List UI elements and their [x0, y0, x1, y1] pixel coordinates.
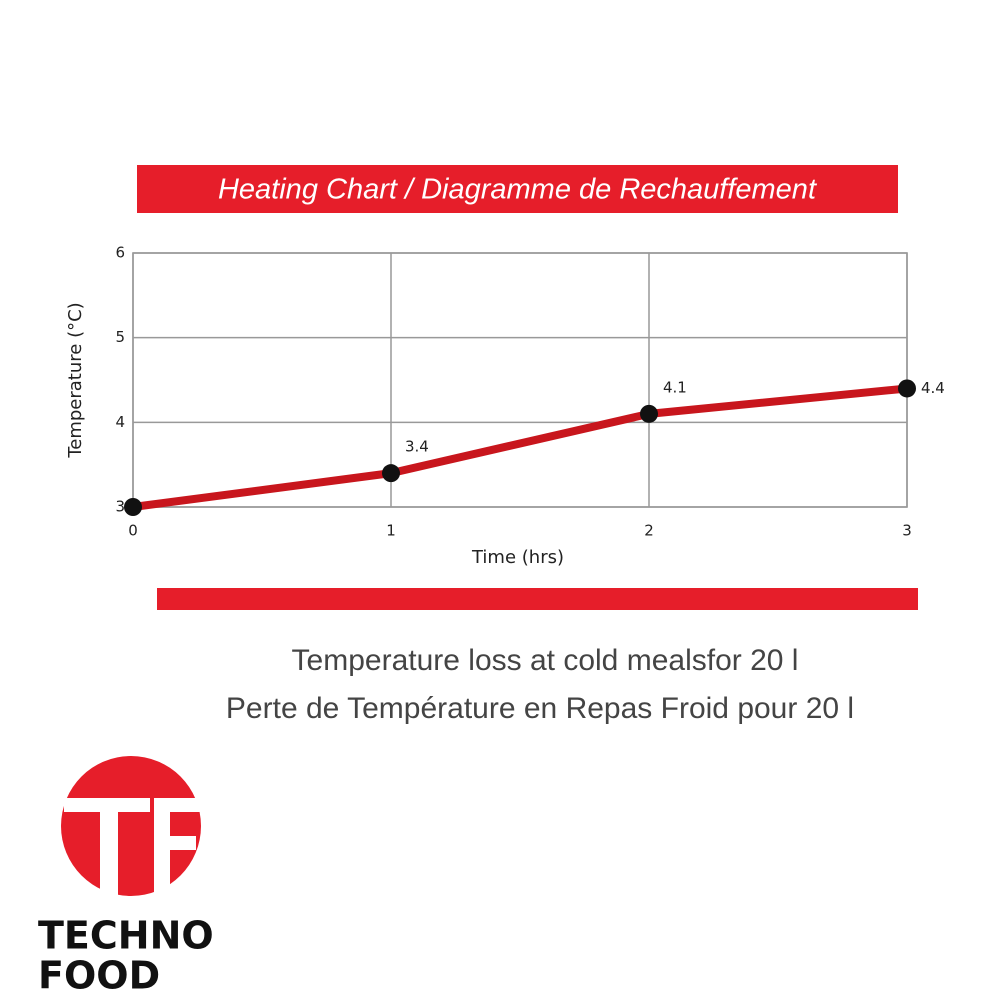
data-point — [382, 464, 400, 483]
chart-title: Heating Chart / Diagramme de Rechauffeme… — [218, 174, 818, 206]
logo-text: TECHNO — [38, 914, 214, 958]
data-point — [898, 379, 916, 398]
x-tick-label: 3 — [902, 522, 912, 540]
caption-line: Perte de Température en Repas Froid pour… — [226, 692, 854, 725]
data-line — [132, 384, 908, 511]
x-axis-label: Time (hrs) — [471, 547, 564, 568]
logo-text: FOOD — [38, 954, 160, 998]
y-tick-label: 6 — [115, 244, 125, 262]
y-tick-label: 5 — [115, 328, 125, 346]
plot-frame — [132, 252, 908, 508]
logo-f — [154, 798, 200, 896]
data-label: 4.1 — [663, 378, 687, 396]
caption-line: Temperature loss at cold mealsfor 20 l — [292, 644, 799, 677]
logo: TECHNO FOOD — [38, 756, 214, 998]
data-label: 3.4 — [405, 438, 429, 456]
y-tick-label: 4 — [115, 413, 125, 431]
x-tick-label: 0 — [128, 522, 138, 540]
divider-bar — [157, 588, 918, 610]
title-bar — [137, 165, 898, 213]
x-tick-label: 2 — [644, 522, 654, 540]
data-label: 4.4 — [921, 379, 945, 397]
y-tick-label: 3 — [115, 498, 125, 516]
logo-t — [64, 798, 150, 896]
data-point — [640, 404, 658, 423]
y-axis-label: Temperature (°C) — [65, 302, 86, 458]
data-point — [124, 498, 142, 516]
x-tick-label: 1 — [386, 522, 396, 540]
logo-circle — [61, 756, 201, 896]
